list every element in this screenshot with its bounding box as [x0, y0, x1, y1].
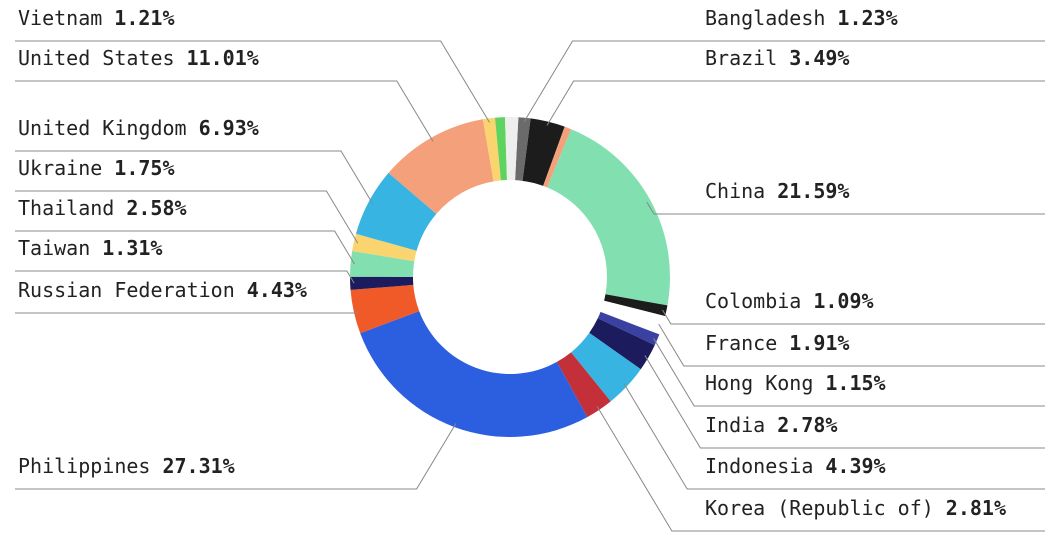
- label-name: Taiwan: [18, 236, 90, 260]
- label-value: 11.01%: [187, 46, 259, 70]
- slice-label: France 1.91%: [705, 331, 849, 355]
- slice: [350, 284, 420, 334]
- slice-label: Bangladesh 1.23%: [705, 6, 898, 30]
- slice-label: Hong Kong 1.15%: [705, 371, 886, 395]
- slice-label: Ukraine 1.75%: [18, 156, 175, 180]
- label-value: 1.31%: [102, 236, 162, 260]
- leader-line: [15, 270, 355, 284]
- label-value: 6.93%: [199, 116, 259, 140]
- slice-label: Philippines 27.31%: [18, 454, 235, 478]
- leader-line: [658, 323, 1045, 367]
- leader-line: [596, 406, 1045, 532]
- label-name: United Kingdom: [18, 116, 187, 140]
- leader-line: [653, 337, 1045, 407]
- slice-label: United Kingdom 6.93%: [18, 116, 259, 140]
- slice-label: India 2.78%: [705, 413, 837, 437]
- leader-line: [15, 80, 434, 142]
- label-value: 2.81%: [946, 496, 1006, 520]
- slice: [350, 276, 414, 290]
- label-name: Vietnam: [18, 6, 102, 30]
- label-name: Korea (Republic of): [705, 496, 934, 520]
- label-name: Russian Federation: [18, 278, 235, 302]
- label-value: 1.23%: [837, 6, 897, 30]
- label-value: 27.31%: [162, 454, 234, 478]
- label-name: Indonesia: [705, 454, 813, 478]
- slice-label: Colombia 1.09%: [705, 289, 874, 313]
- label-value: 1.15%: [825, 371, 885, 395]
- leader-line: [15, 310, 359, 314]
- leader-line: [623, 383, 1045, 490]
- slice: [543, 126, 572, 188]
- slice: [522, 118, 565, 186]
- slice: [597, 311, 660, 346]
- label-name: India: [705, 413, 765, 437]
- slice: [355, 172, 437, 251]
- label-name: Hong Kong: [705, 371, 813, 395]
- slice-label: Taiwan 1.31%: [18, 236, 162, 260]
- slice-label: Thailand 2.58%: [18, 196, 187, 220]
- slice: [600, 300, 666, 335]
- slice: [494, 117, 507, 181]
- leader-line: [646, 202, 1045, 215]
- label-name: Thailand: [18, 196, 114, 220]
- slice: [352, 233, 417, 262]
- slice: [589, 318, 655, 370]
- slice-label: Vietnam 1.21%: [18, 6, 175, 30]
- label-value: 1.91%: [789, 331, 849, 355]
- slice: [388, 119, 494, 214]
- leader-line: [15, 423, 457, 490]
- slice-label: United States 11.01%: [18, 46, 259, 70]
- label-value: 4.43%: [247, 278, 307, 302]
- slice: [482, 117, 501, 182]
- label-name: United States: [18, 46, 175, 70]
- label-name: France: [705, 331, 777, 355]
- slice-label: Indonesia 4.39%: [705, 454, 886, 478]
- slice-label: Russian Federation 4.43%: [18, 278, 307, 302]
- slice-label: China 21.59%: [705, 179, 849, 203]
- slice: [515, 117, 531, 181]
- slice: [350, 250, 415, 277]
- slice-label: Korea (Republic of) 2.81%: [705, 496, 1006, 520]
- slice: [360, 311, 588, 437]
- label-value: 2.78%: [777, 413, 837, 437]
- label-value: 1.75%: [114, 156, 174, 180]
- label-value: 3.49%: [789, 46, 849, 70]
- slice: [547, 129, 670, 306]
- label-value: 21.59%: [777, 179, 849, 203]
- leader-line: [15, 150, 373, 204]
- slice: [505, 117, 519, 181]
- slice: [571, 332, 641, 402]
- leader-line: [523, 40, 1045, 122]
- label-name: Brazil: [705, 46, 777, 70]
- label-value: 2.58%: [126, 196, 186, 220]
- label-value: 1.09%: [813, 289, 873, 313]
- label-name: Ukraine: [18, 156, 102, 180]
- leader-line: [662, 309, 1045, 325]
- slice: [604, 294, 668, 317]
- leader-line: [15, 230, 355, 265]
- slice-label: Brazil 3.49%: [705, 46, 849, 70]
- leader-line: [15, 190, 359, 244]
- leader-line: [644, 355, 1045, 449]
- label-name: Bangladesh: [705, 6, 825, 30]
- label-value: 1.21%: [114, 6, 174, 30]
- label-value: 4.39%: [825, 454, 885, 478]
- slice: [556, 352, 611, 418]
- leader-line: [15, 40, 490, 123]
- label-name: Philippines: [18, 454, 150, 478]
- leader-line: [546, 80, 1045, 126]
- label-name: Colombia: [705, 289, 801, 313]
- label-name: China: [705, 179, 765, 203]
